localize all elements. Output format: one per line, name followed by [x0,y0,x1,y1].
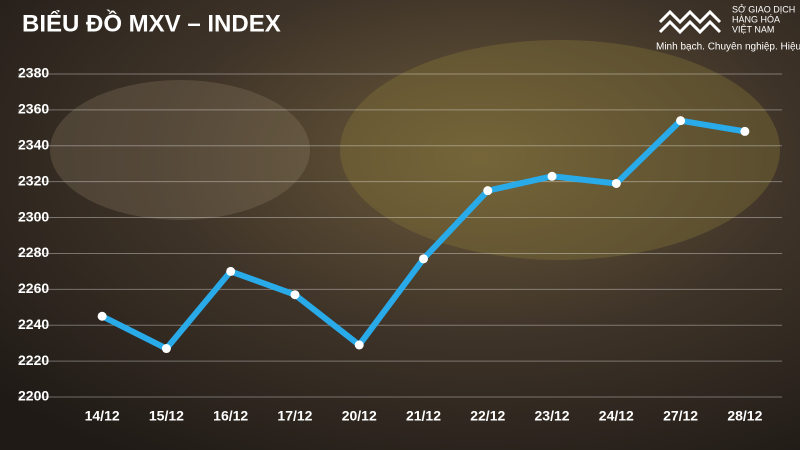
x-tick-label: 17/12 [277,408,312,424]
x-tick-label: 16/12 [213,408,248,424]
point [740,126,750,136]
point [290,290,300,300]
y-tick-label: 2200 [18,388,49,404]
logo: SỞ GIAO DỊCH HÀNG HÓA VIỆT NAM Minh bạch… [656,3,800,52]
y-tick-label: 2320 [18,172,49,188]
y-tick-label: 2260 [18,280,49,296]
y-tick-label: 2300 [18,208,49,224]
logo-icon [658,9,722,35]
point [161,344,171,354]
logo-name: HÀNG HÓA [732,14,780,24]
y-tick-label: 2280 [18,244,49,260]
x-tick-label: 24/12 [599,408,634,424]
point [97,311,107,321]
x-tick-label: 21/12 [406,408,441,424]
x-tick-label: 14/12 [85,408,120,424]
x-tick-label: 20/12 [342,408,377,424]
logo-slogan: Minh bạch. Chuyên nghiệp. Hiệu quả [656,42,800,53]
chart-title: BIỂU ĐỒ MXV – INDEX [22,9,281,37]
decor-bowl [340,40,780,260]
x-tick-label: 15/12 [149,408,184,424]
logo-name: VIỆT NAM [732,24,774,34]
y-tick-label: 2220 [18,352,49,368]
y-tick-label: 2240 [18,316,49,332]
x-tick-label: 27/12 [663,408,698,424]
point [547,171,557,181]
y-tick-label: 2380 [18,65,49,81]
point [483,186,493,196]
y-tick-label: 2340 [18,136,49,152]
point [611,178,621,188]
x-tick-label: 22/12 [470,408,505,424]
point [354,340,364,350]
point [676,116,686,126]
logo-name: SỞ GIAO DỊCH [732,3,795,14]
x-tick-label: 23/12 [535,408,570,424]
point [419,254,428,264]
point [226,266,236,276]
x-tick-label: 28/12 [727,408,762,424]
y-tick-label: 2360 [18,101,49,117]
decor-bowl [50,80,310,220]
